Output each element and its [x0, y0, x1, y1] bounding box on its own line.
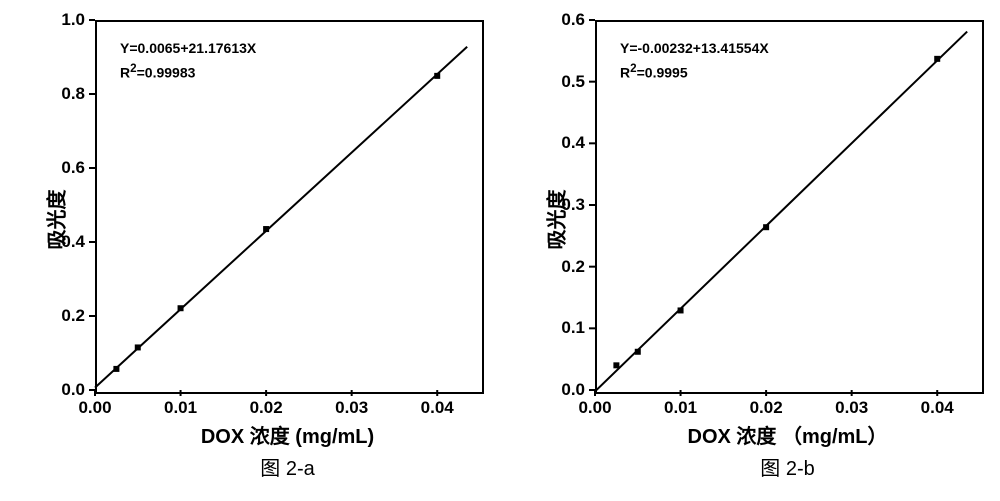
data-marker — [263, 226, 269, 232]
chart-panel-a: 0.000.010.020.030.040.00.20.40.60.81.0吸光… — [0, 0, 500, 501]
x-tick-label: 0.04 — [421, 398, 454, 418]
data-marker — [763, 224, 769, 230]
figure-container: 0.00 0.01 0.02 0.03 0.04 0.0 0.2 0.4 0.6 0.8 1.0 吸光… — [0, 0, 1000, 501]
x-axis-label: DOX 浓度 （mg/mL） — [688, 420, 888, 449]
y-tick-label: 0.5 — [549, 72, 585, 92]
x-tick-label: 0.04 — [921, 398, 954, 418]
panel-caption: 图 2-b — [738, 452, 838, 481]
data-marker — [678, 307, 684, 313]
x-tick-label: 0.01 — [164, 398, 197, 418]
y-tick-label: 0.6 — [549, 10, 585, 30]
fit-line — [595, 32, 967, 392]
data-marker — [434, 73, 440, 79]
y-tick-label: 0.0 — [549, 380, 585, 400]
y-axis-label: 吸光度 — [541, 190, 570, 250]
panel-caption: 图 2-a — [238, 452, 338, 481]
data-marker — [613, 362, 619, 368]
r2-symbol: R — [620, 65, 630, 81]
y-tick-label: 0.8 — [49, 84, 85, 104]
x-tick-label: 0.02 — [750, 398, 783, 418]
r2-value: =0.99983 — [137, 65, 196, 81]
x-axis-label: DOX 浓度 (mg/mL) — [188, 420, 388, 449]
y-tick-label: 0.6 — [49, 158, 85, 178]
fit-r2: R2=0.9995 — [620, 62, 688, 81]
x-tick-label: 0.00 — [578, 398, 611, 418]
x-tick-label: 0.03 — [335, 398, 368, 418]
x-tick-label: 0.00 — [78, 398, 111, 418]
fit-line — [95, 47, 467, 388]
data-marker — [113, 366, 119, 372]
fit-r2: R2=0.99983 — [120, 62, 195, 81]
y-tick-label: 0.0 — [49, 380, 85, 400]
x-tick-label: 0.01 — [664, 398, 697, 418]
r2-symbol: R — [120, 65, 130, 81]
fit-equation: Y=-0.00232+13.41554X — [620, 40, 769, 56]
y-tick-label: 0.2 — [49, 306, 85, 326]
chart-panel-b: 0.000.010.020.030.040.00.10.20.30.40.50.… — [500, 0, 1000, 501]
data-marker — [135, 344, 141, 350]
x-tick-label: 0.02 — [250, 398, 283, 418]
data-marker — [934, 56, 940, 62]
r2-value: =0.9995 — [637, 65, 688, 81]
y-tick-label: 0.4 — [549, 133, 585, 153]
data-marker — [635, 349, 641, 355]
y-axis-label: 吸光度 — [41, 190, 70, 250]
x-tick-label: 0.03 — [835, 398, 868, 418]
y-tick-label: 0.2 — [549, 257, 585, 277]
data-marker — [178, 305, 184, 311]
y-tick-label: 0.1 — [549, 318, 585, 338]
fit-equation: Y=0.0065+21.17613X — [120, 40, 256, 56]
y-tick-label: 1.0 — [49, 10, 85, 30]
